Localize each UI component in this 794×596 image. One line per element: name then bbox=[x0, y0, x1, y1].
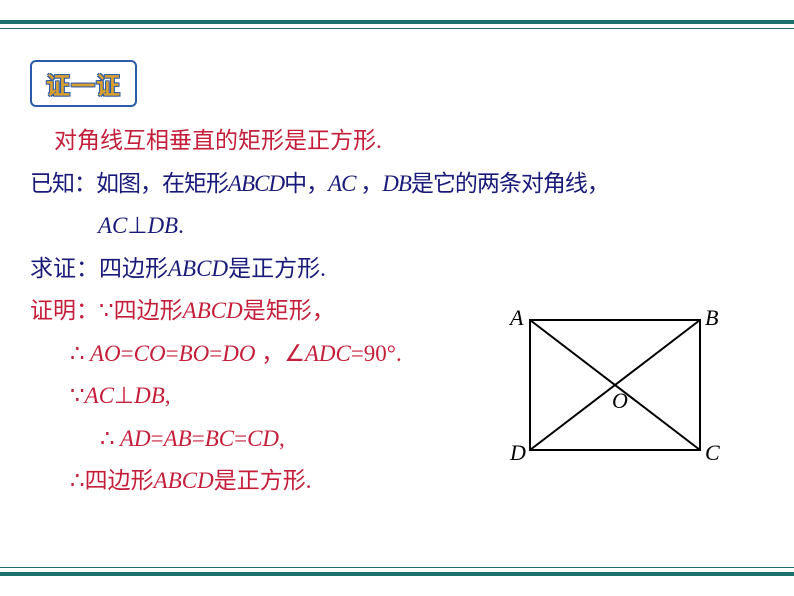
section-badge-text: 证一证 bbox=[46, 73, 121, 100]
bc: BC bbox=[205, 426, 234, 451]
abcd-4: ABCD bbox=[154, 468, 214, 493]
ad: AD bbox=[115, 426, 151, 451]
proof5-mid: 四边形 bbox=[85, 468, 154, 493]
given-pre: 已知：如图，在矩形 bbox=[30, 171, 228, 196]
eq-4: = bbox=[151, 426, 164, 451]
deg-90: =90°. bbox=[351, 341, 402, 366]
proof1-mid: 四边形 bbox=[114, 298, 183, 323]
abcd-1: ABCD bbox=[228, 171, 284, 196]
eq-5: = bbox=[192, 426, 205, 451]
perp-2: ⊥ bbox=[114, 383, 134, 408]
abcd-2: ABCD bbox=[168, 256, 228, 281]
prove-post: 是正方形. bbox=[228, 256, 326, 281]
ac-1: AC bbox=[328, 171, 355, 196]
given-end-1: . bbox=[178, 213, 184, 238]
proof1-post: 是矩形， bbox=[243, 298, 335, 323]
co: CO bbox=[134, 341, 166, 366]
because-1: ∵ bbox=[99, 298, 114, 323]
theorem-statement: 对角线互相垂直的矩形是正方形. bbox=[30, 120, 764, 163]
given-line-2: AC⊥DB. bbox=[30, 205, 764, 248]
because-2: ∵ bbox=[70, 383, 85, 408]
bo: BO bbox=[179, 341, 210, 366]
section-badge: 证一证 bbox=[30, 60, 137, 107]
top-thin-rule bbox=[0, 28, 794, 29]
ao: AO bbox=[85, 341, 121, 366]
ac-3: AC bbox=[85, 383, 114, 408]
given-line-1: 已知：如图，在矩形ABCD中，AC ，DB是它的两条对角线， bbox=[30, 163, 764, 206]
db-1: DB bbox=[382, 171, 411, 196]
therefore-2: ∴ bbox=[100, 426, 115, 451]
eq-6: = bbox=[234, 426, 247, 451]
prove-pre: 求证：四边形 bbox=[30, 256, 168, 281]
given-post: 是它的两条对角线， bbox=[411, 171, 609, 196]
proof5-post: 是正方形. bbox=[214, 468, 312, 493]
proof4-end: , bbox=[279, 426, 285, 451]
do: DO bbox=[222, 341, 255, 366]
proof2-comma: ， bbox=[255, 341, 284, 366]
perp-1: ⊥ bbox=[127, 213, 147, 238]
bottom-thin-rule bbox=[0, 567, 794, 568]
given-sep: ， bbox=[355, 171, 382, 196]
db-2: DB bbox=[147, 213, 178, 238]
abcd-3: ABCD bbox=[183, 298, 243, 323]
proof-label: 证明： bbox=[30, 298, 99, 323]
adc: ADC bbox=[305, 341, 351, 366]
ab: AB bbox=[164, 426, 192, 451]
db-3: DB bbox=[134, 383, 165, 408]
label-b: B bbox=[705, 305, 718, 331]
eq-3: = bbox=[209, 341, 222, 366]
cd: CD bbox=[247, 426, 279, 451]
prove-line: 求证：四边形ABCD是正方形. bbox=[30, 248, 764, 291]
label-a: A bbox=[510, 305, 523, 331]
given-mid: 中， bbox=[284, 171, 328, 196]
eq-1: = bbox=[121, 341, 134, 366]
therefore-1: ∴ bbox=[70, 341, 85, 366]
label-d: D bbox=[510, 440, 526, 466]
rectangle-diagram: A B C D O bbox=[500, 300, 730, 480]
bottom-thick-rule bbox=[0, 572, 794, 576]
top-thick-rule bbox=[0, 20, 794, 24]
label-o: O bbox=[612, 388, 628, 414]
therefore-3: ∴ bbox=[70, 468, 85, 493]
label-c: C bbox=[705, 440, 720, 466]
ac-2: AC bbox=[98, 213, 127, 238]
proof3-end: , bbox=[165, 383, 171, 408]
eq-2: = bbox=[166, 341, 179, 366]
angle-sym: ∠ bbox=[284, 341, 305, 366]
